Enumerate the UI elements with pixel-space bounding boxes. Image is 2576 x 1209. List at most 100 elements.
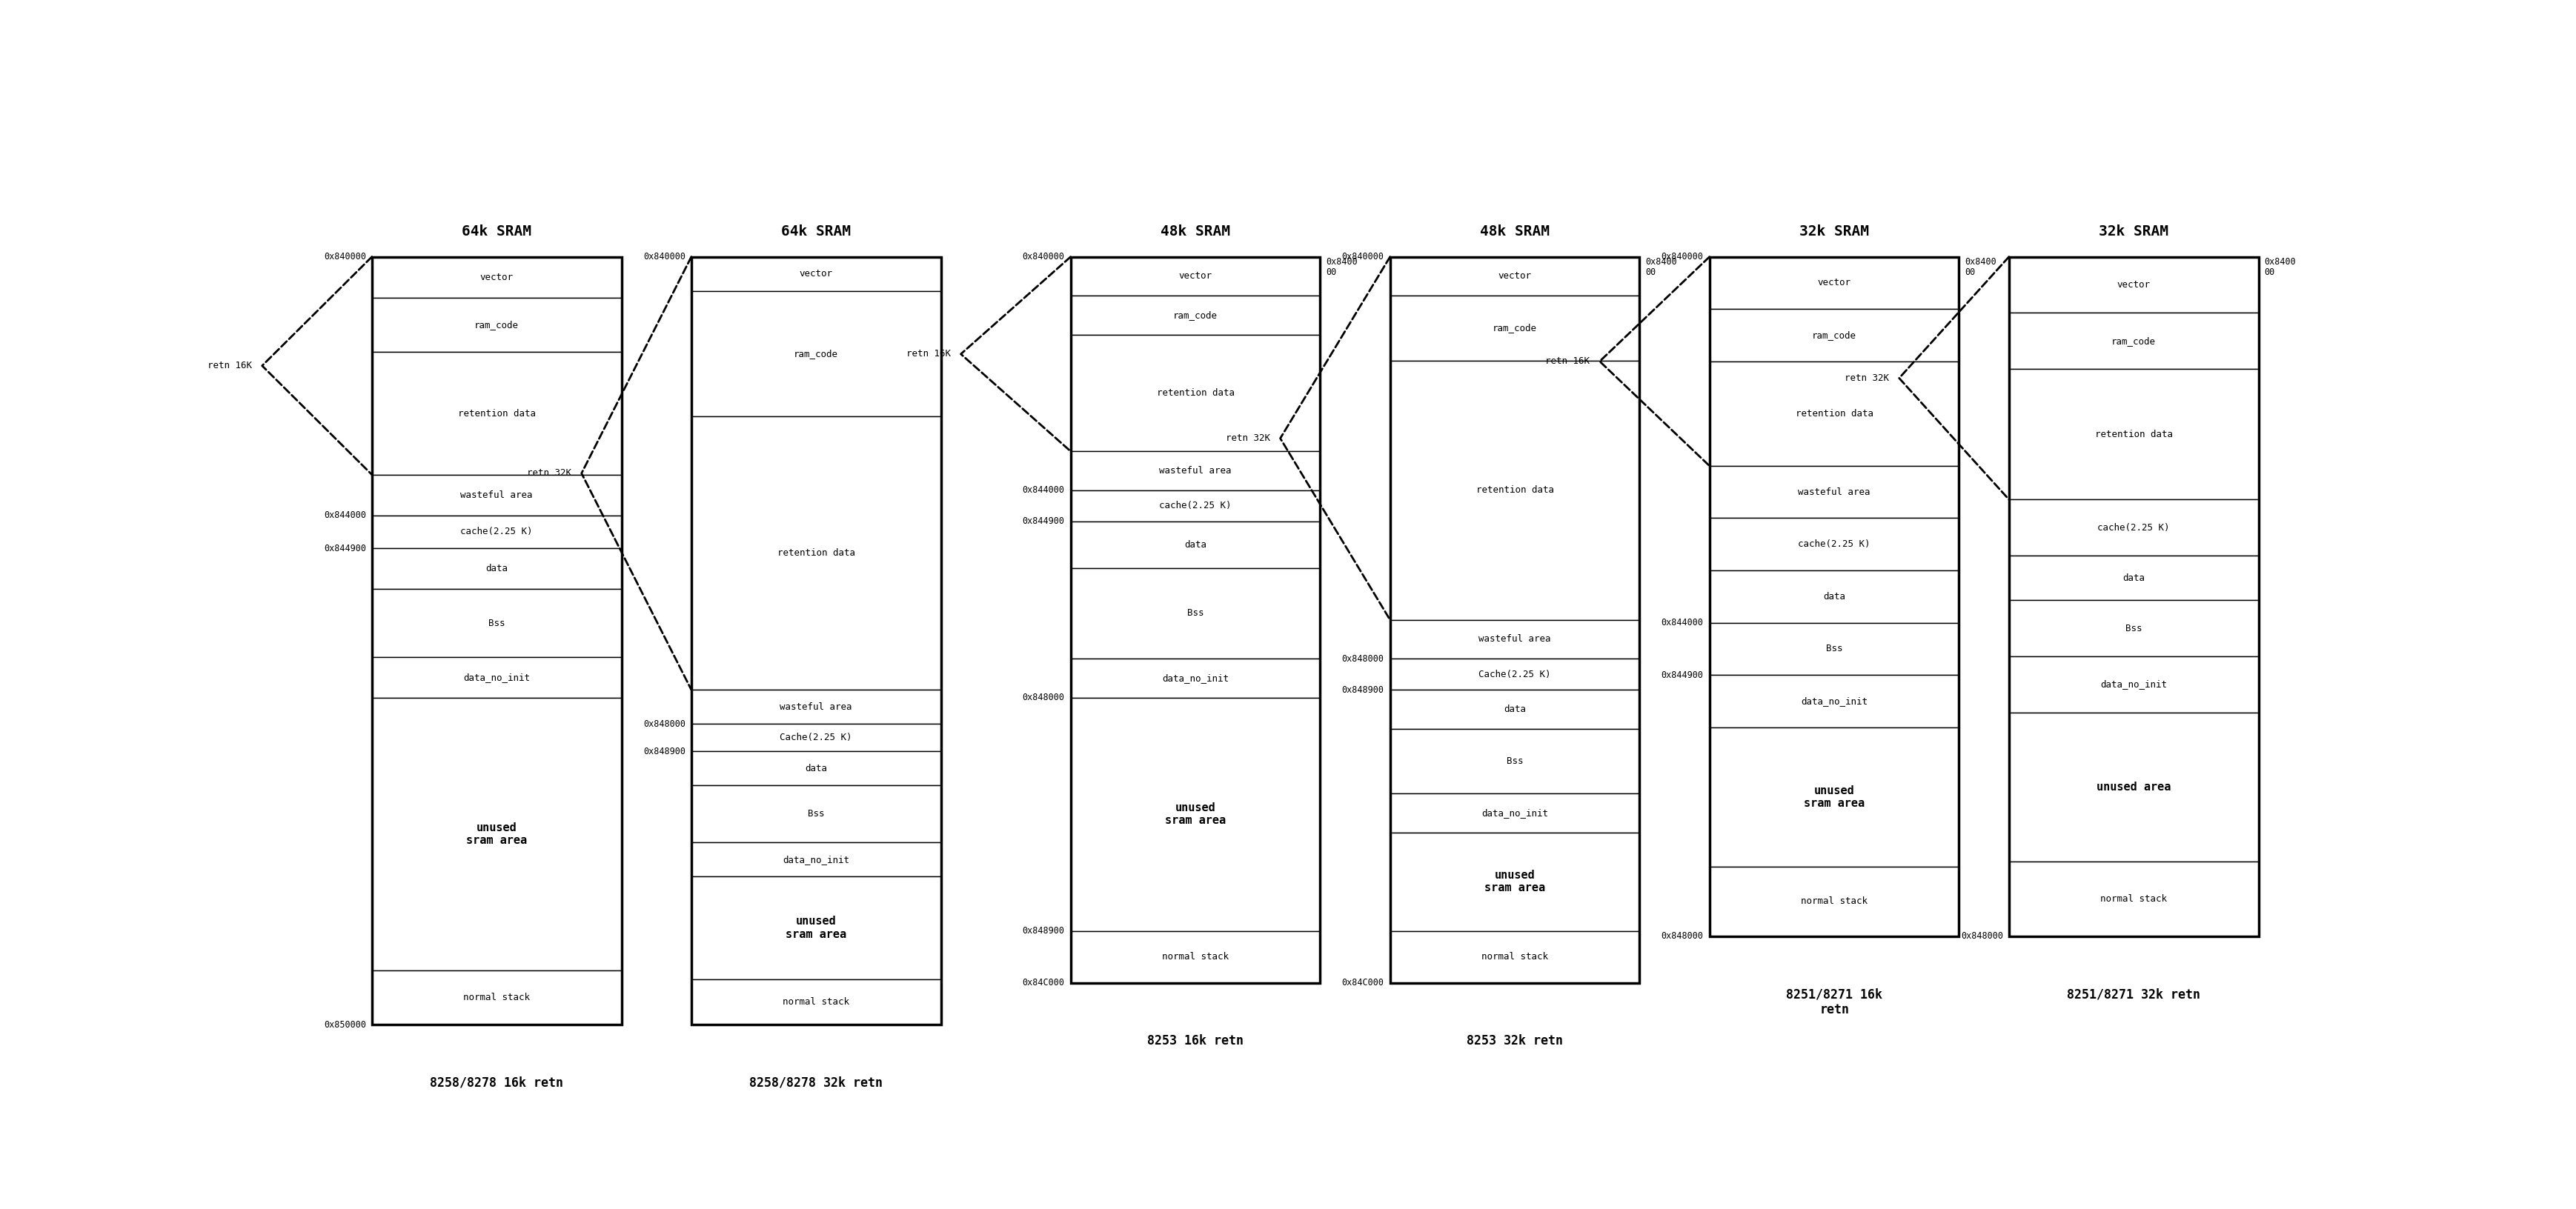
- Bar: [690, 724, 940, 751]
- Text: normal stack: normal stack: [1162, 953, 1229, 962]
- Text: data_no_init: data_no_init: [783, 855, 850, 864]
- Bar: [1391, 690, 1641, 729]
- Text: 8258/8278 16k retn: 8258/8278 16k retn: [430, 1076, 564, 1089]
- Text: retn 16K: retn 16K: [209, 361, 252, 370]
- Bar: [1072, 335, 1321, 451]
- Text: unused
sram area: unused sram area: [1164, 803, 1226, 827]
- Bar: [1072, 256, 1321, 983]
- Text: retention data: retention data: [459, 409, 536, 418]
- Text: 32k SRAM: 32k SRAM: [2099, 224, 2169, 238]
- Text: 0x844000: 0x844000: [1023, 485, 1064, 494]
- Text: ram_code: ram_code: [793, 349, 837, 358]
- Text: 0x840000: 0x840000: [1023, 251, 1064, 261]
- Text: retention data: retention data: [1795, 409, 1873, 418]
- Text: Bss: Bss: [489, 618, 505, 627]
- Bar: [371, 971, 621, 1025]
- Bar: [1072, 659, 1321, 698]
- Text: unused
sram area: unused sram area: [786, 916, 848, 939]
- Bar: [1391, 256, 1641, 983]
- Text: wasteful area: wasteful area: [1159, 465, 1231, 475]
- Bar: [1072, 521, 1321, 568]
- Text: cache(2.25 K): cache(2.25 K): [461, 527, 533, 537]
- Text: 0x8400
00: 0x8400 00: [1965, 256, 1996, 277]
- Text: unused
sram area: unused sram area: [1484, 869, 1546, 893]
- Text: unused area: unused area: [2097, 781, 2172, 793]
- Text: 0x84C000: 0x84C000: [1342, 978, 1383, 988]
- Text: wasteful area: wasteful area: [461, 491, 533, 499]
- Bar: [2009, 499, 2259, 555]
- Text: ram_code: ram_code: [2112, 336, 2156, 346]
- Text: Bss: Bss: [1826, 644, 1842, 654]
- Text: normal stack: normal stack: [464, 993, 531, 1002]
- Bar: [1391, 360, 1641, 620]
- Bar: [690, 877, 940, 979]
- Bar: [1710, 623, 1960, 675]
- Bar: [1391, 931, 1641, 983]
- Text: cache(2.25 K): cache(2.25 K): [2097, 522, 2169, 532]
- Text: 0x848900: 0x848900: [644, 746, 685, 756]
- Text: data_no_init: data_no_init: [464, 672, 531, 682]
- Text: retention data: retention data: [778, 548, 855, 557]
- Text: retn 16K: retn 16K: [1546, 357, 1589, 366]
- Bar: [1391, 620, 1641, 659]
- Bar: [371, 256, 621, 1025]
- Bar: [690, 291, 940, 416]
- Text: 8253 32k retn: 8253 32k retn: [1466, 1034, 1564, 1047]
- Text: 64k SRAM: 64k SRAM: [461, 224, 531, 238]
- Bar: [690, 256, 940, 291]
- Text: 0x840000: 0x840000: [325, 251, 366, 261]
- Bar: [2009, 256, 2259, 313]
- Text: 0x840000: 0x840000: [644, 251, 685, 261]
- Text: retn 32K: retn 32K: [528, 468, 572, 478]
- Bar: [1072, 256, 1321, 296]
- Text: normal stack: normal stack: [2099, 895, 2166, 904]
- Bar: [2009, 555, 2259, 601]
- Bar: [2009, 656, 2259, 712]
- Bar: [371, 515, 621, 548]
- Bar: [1072, 931, 1321, 983]
- Text: retn 32K: retn 32K: [1226, 434, 1270, 444]
- Text: 0x848900: 0x848900: [1023, 926, 1064, 936]
- Text: 8251/8271 32k retn: 8251/8271 32k retn: [2066, 988, 2200, 1001]
- Bar: [1391, 793, 1641, 833]
- Bar: [1710, 310, 1960, 361]
- Text: 8258/8278 32k retn: 8258/8278 32k retn: [750, 1076, 884, 1089]
- Text: 0x840000: 0x840000: [1342, 251, 1383, 261]
- Bar: [1072, 451, 1321, 490]
- Text: wasteful area: wasteful area: [1479, 635, 1551, 644]
- Text: cache(2.25 K): cache(2.25 K): [1798, 539, 1870, 549]
- Text: 0x8400
00: 0x8400 00: [1327, 256, 1358, 277]
- Text: ram_code: ram_code: [1811, 330, 1857, 340]
- Bar: [2009, 712, 2259, 862]
- Bar: [1710, 519, 1960, 571]
- Text: retention data: retention data: [1476, 485, 1553, 494]
- Text: cache(2.25 K): cache(2.25 K): [1159, 501, 1231, 510]
- Bar: [2009, 862, 2259, 936]
- Text: unused
sram area: unused sram area: [466, 822, 528, 846]
- Bar: [371, 658, 621, 698]
- Text: vector: vector: [1180, 272, 1213, 280]
- Bar: [371, 297, 621, 352]
- Bar: [690, 979, 940, 1025]
- Bar: [371, 352, 621, 475]
- Bar: [690, 843, 940, 877]
- Text: 0x850000: 0x850000: [325, 1020, 366, 1030]
- Text: data_no_init: data_no_init: [1162, 673, 1229, 683]
- Text: data: data: [1185, 540, 1206, 549]
- Bar: [371, 698, 621, 971]
- Text: 0x844900: 0x844900: [1023, 516, 1064, 526]
- Text: vector: vector: [2117, 280, 2151, 290]
- Text: 0x848000: 0x848000: [1023, 693, 1064, 702]
- Bar: [1391, 296, 1641, 360]
- Text: data_no_init: data_no_init: [1801, 696, 1868, 706]
- Text: 32k SRAM: 32k SRAM: [1801, 224, 1870, 238]
- Text: data: data: [484, 563, 507, 573]
- Text: normal stack: normal stack: [1481, 953, 1548, 962]
- Text: 0x844000: 0x844000: [1662, 618, 1703, 627]
- Text: normal stack: normal stack: [783, 997, 850, 1007]
- Bar: [1710, 571, 1960, 623]
- Bar: [2009, 313, 2259, 369]
- Text: Bss: Bss: [1507, 757, 1522, 767]
- Text: 0x844900: 0x844900: [325, 543, 366, 553]
- Text: unused
sram area: unused sram area: [1803, 785, 1865, 809]
